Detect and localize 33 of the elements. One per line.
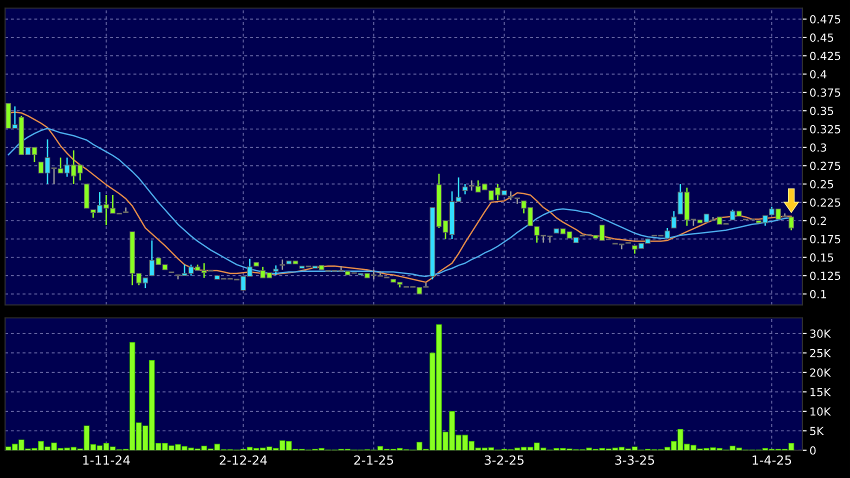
y-tick-label: 0.375 <box>810 88 840 97</box>
y-tick-label: 25K <box>810 348 831 358</box>
y-tick-label: 0.45 <box>810 33 834 42</box>
x-tick-label: 1-4-25 <box>752 455 792 465</box>
candlestick <box>514 197 520 205</box>
y-tick-label: 0 <box>810 446 816 455</box>
x-tick-label: 2-12-24 <box>220 455 267 465</box>
y-tick-label: 0.125 <box>810 272 840 280</box>
candlestick <box>273 264 279 276</box>
y-tick-label: 0.1 <box>810 290 826 298</box>
x-tick-label: 3-2-25 <box>484 455 524 465</box>
y-tick-label: 0.175 <box>810 234 840 244</box>
x-tick-label: 1-11-24 <box>83 455 130 465</box>
y-tick-label: 0.4 <box>810 70 826 78</box>
y-tick-label: 15K <box>810 388 831 396</box>
y-tick-label: 5K <box>810 426 824 436</box>
y-tick-label: 30K <box>810 329 831 338</box>
y-tick-label: 0.35 <box>810 106 834 116</box>
y-tick-label: 0.3 <box>810 143 826 152</box>
y-tick-label: 20K <box>810 368 831 377</box>
y-tick-label: 0.325 <box>810 125 840 134</box>
x-tick-label: 2-1-25 <box>354 455 394 465</box>
y-tick-label: 0.425 <box>810 52 840 60</box>
y-tick-label: 0.275 <box>810 162 840 170</box>
y-tick-label: 0.475 <box>810 15 840 24</box>
y-tick-label: 0.25 <box>810 180 834 188</box>
candlestick <box>462 183 468 195</box>
y-tick-label: 0.225 <box>810 198 840 207</box>
x-tick-label: 3-3-25 <box>615 455 654 465</box>
y-tick-label: 0.15 <box>810 253 834 262</box>
y-tick-label: 10K <box>810 407 831 416</box>
candlestick <box>671 210 677 229</box>
y-tick-label: 0.2 <box>810 216 826 226</box>
